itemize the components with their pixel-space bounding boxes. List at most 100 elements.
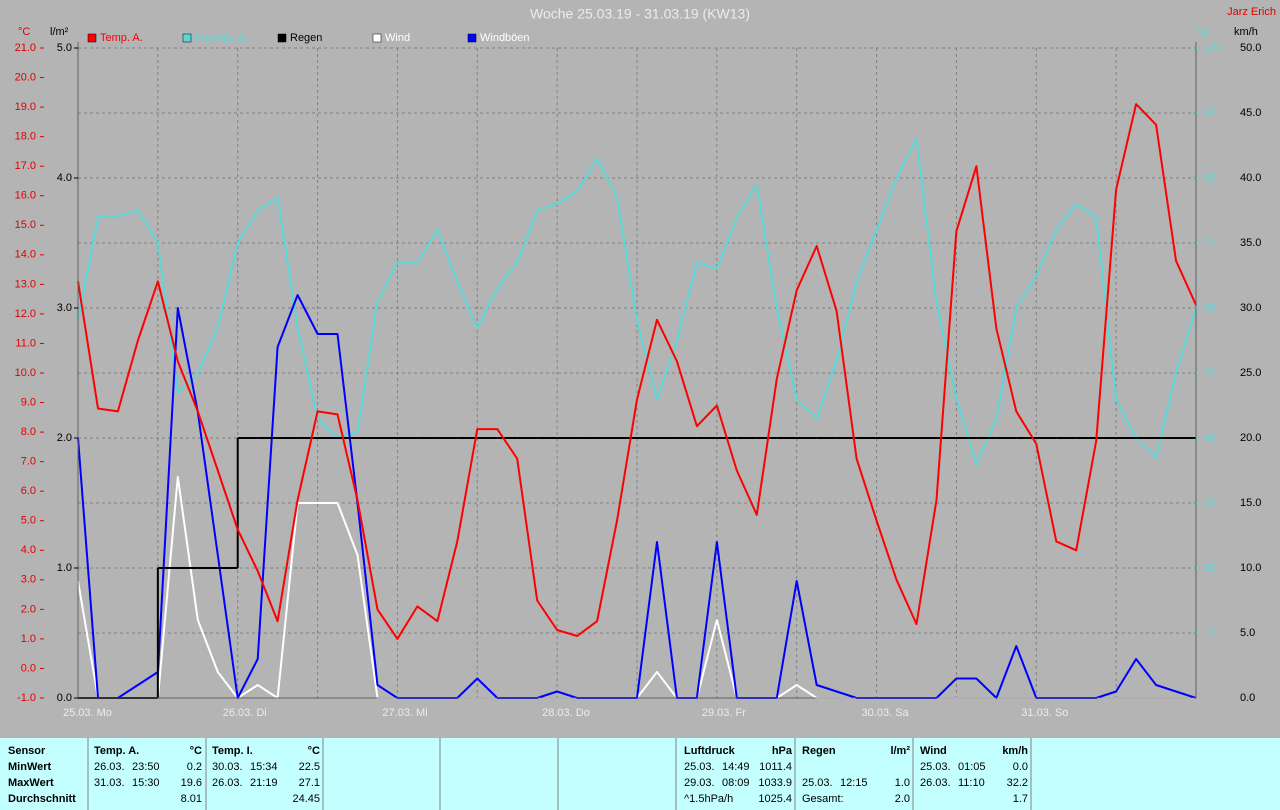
table-cell: 31.03. [94, 777, 125, 789]
y3-tick-label: 10 [1204, 627, 1216, 639]
x-tick-label: 26.03. Di [223, 707, 267, 719]
row-label: MaxWert [8, 777, 54, 789]
y-tick-label: 11.0 [15, 337, 36, 349]
legend-label: Windböen [480, 32, 530, 44]
group-unit: hPa [772, 745, 793, 757]
y-tick-label: 17.0 [15, 160, 36, 172]
y-tick-label: 2.0 [21, 603, 36, 615]
group-unit: km/h [1002, 745, 1028, 757]
author: Jarz Erich [1227, 6, 1276, 18]
legend-label: Temp. A. [100, 32, 143, 44]
table-cell: 25.03. [802, 777, 833, 789]
x-tick-label: 30.03. Sa [862, 707, 910, 719]
table-cell: 1033.9 [758, 777, 792, 789]
table-cell: 12:15 [840, 777, 868, 789]
y-tick-label: 19.0 [15, 101, 36, 113]
y-tick-label: 12.0 [15, 308, 36, 320]
y3-tick-label: 50 [1204, 367, 1216, 379]
y4-tick-label: 10.0 [1240, 562, 1261, 574]
table-background [0, 738, 1280, 810]
y2-tick-label: 1.0 [57, 562, 72, 574]
y4-tick-label: 5.0 [1240, 627, 1255, 639]
x-tick-label: 31.03. So [1021, 707, 1068, 719]
y2-tick-label: 2.0 [57, 432, 72, 444]
y-tick-label: -1.0 [17, 692, 36, 704]
legend-swatch [277, 33, 287, 43]
y3-tick-label: 70 [1204, 237, 1216, 249]
legend-label: Wind [385, 32, 410, 44]
table-cell: 22.5 [299, 761, 320, 773]
y-tick-label: 3.0 [21, 574, 36, 586]
table-cell: 21:19 [250, 777, 278, 789]
row-label: MinWert [8, 761, 52, 773]
y3-tick-label: 60 [1204, 302, 1216, 314]
table-cell: 27.1 [299, 777, 320, 789]
table-cell: 01:05 [958, 761, 986, 773]
group-unit: l/m² [890, 745, 910, 757]
legend-swatch [87, 33, 97, 43]
table-cell: 1011.4 [759, 761, 792, 773]
y-tick-label: 6.0 [21, 485, 36, 497]
table-cell: 2.0 [895, 793, 910, 805]
y2-tick-label: 5.0 [57, 42, 72, 54]
y4-tick-label: 35.0 [1240, 237, 1261, 249]
y-tick-label: 4.0 [21, 544, 36, 556]
y-tick-label: 16.0 [15, 190, 36, 202]
group-name: Temp. A. [94, 745, 139, 757]
y-tick-label: 14.0 [15, 249, 36, 261]
x-tick-label: 29.03. Fr [702, 707, 746, 719]
legend-swatch [467, 33, 477, 43]
table-cell: 8.01 [181, 793, 202, 805]
table-cell: 15:30 [132, 777, 160, 789]
table-cell: 08:09 [722, 777, 750, 789]
table-cell: Gesamt: [802, 793, 844, 805]
table-cell: 26.03. [212, 777, 243, 789]
table-cell: 25.03. [684, 761, 715, 773]
y-tick-label: 8.0 [21, 426, 36, 438]
y4-tick-label: 15.0 [1240, 497, 1261, 509]
y-tick-label: 18.0 [15, 131, 36, 143]
legend-label: Regen [290, 32, 322, 44]
y-unit: °C [18, 26, 30, 38]
legend-swatch [372, 33, 382, 43]
group-name: Wind [920, 745, 947, 757]
y-tick-label: 1.0 [21, 633, 36, 645]
stats-table: Sensor MinWert MaxWert Durchschnitt Temp. A.… [0, 738, 1280, 810]
y3-tick-label: 20 [1204, 562, 1216, 574]
group-unit: °C [308, 745, 320, 757]
y4-tick-label: 20.0 [1240, 432, 1261, 444]
y3-tick-label: 100 [1204, 42, 1222, 54]
row-label: Sensor [8, 745, 46, 757]
table-cell: 14:49 [722, 761, 750, 773]
table-cell: 0.0 [1013, 761, 1028, 773]
x-tick-label: 27.03. Mi [382, 707, 427, 719]
y4-tick-label: 50.0 [1240, 42, 1261, 54]
y-tick-label: 21.0 [15, 42, 36, 54]
table-cell: 1.0 [895, 777, 910, 789]
y4-tick-label: 0.0 [1240, 692, 1255, 704]
group-unit: °C [190, 745, 202, 757]
y3-tick-label: 40 [1204, 432, 1216, 444]
y-tick-label: 15.0 [15, 219, 36, 231]
labels: 25.03. Mo 26.03. Di 27.03. Mi 28.03. Do 29.0… [15, 32, 1262, 719]
table-cell: 26.03. [920, 777, 951, 789]
y-tick-label: 20.0 [15, 71, 36, 83]
row-label: Durchschnitt [8, 793, 76, 805]
table-cell: 1025.4 [758, 793, 792, 805]
y3-tick-label: 80 [1204, 172, 1216, 184]
x-tick-label: 28.03. Do [542, 707, 590, 719]
y2-tick-label: 4.0 [57, 172, 72, 184]
y3-tick-label: 30 [1204, 497, 1216, 509]
y-tick-label: 0.0 [21, 662, 36, 674]
table-cell: 15:34 [250, 761, 278, 773]
table-cell: 11:10 [958, 777, 985, 789]
y4-tick-label: 30.0 [1240, 302, 1261, 314]
table-cell: 19.6 [181, 777, 202, 789]
y-tick-label: 13.0 [15, 278, 36, 290]
group-name: Regen [802, 745, 836, 757]
y-tick-label: 5.0 [21, 515, 36, 527]
y-tick-label: 9.0 [21, 396, 36, 408]
table-cell: 29.03. [684, 777, 715, 789]
